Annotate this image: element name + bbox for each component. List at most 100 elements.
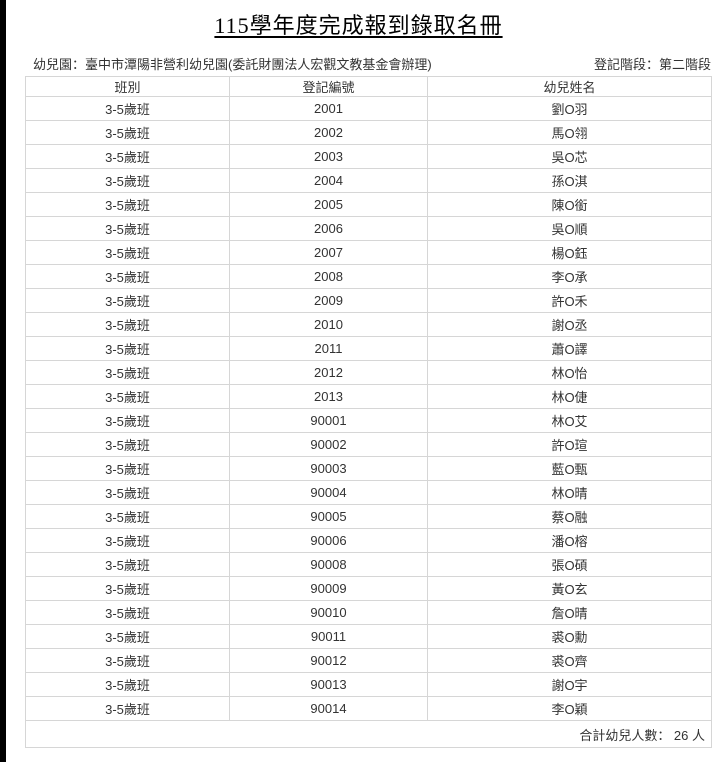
class-cell: 3-5歲班: [25, 552, 230, 577]
registration-number-cell: 90008: [229, 552, 428, 577]
registration-number-cell: 2002: [229, 120, 428, 145]
registration-number-cell: 2013: [229, 384, 428, 409]
registration-number-cell: 90011: [229, 624, 428, 649]
table-row: 3-5歲班 90006 潘O榕: [25, 528, 712, 553]
table-row: 3-5歲班 90003 藍O甄: [25, 456, 712, 481]
registration-number-cell: 90012: [229, 648, 428, 673]
kindergarten-name: 幼兒園：臺中市潭陽非營利幼兒園(委託財團法人宏觀文教基金會辦理): [33, 57, 432, 72]
child-name-cell: 黃O玄: [427, 576, 712, 601]
registration-stage: 登記階段：第二階段: [593, 57, 711, 72]
registration-number-cell: 90005: [229, 504, 428, 529]
table-header-row: 班別 登記編號 幼兒姓名: [25, 76, 712, 97]
column-header-class: 班別: [25, 76, 230, 97]
window-edge: [0, 0, 6, 762]
class-cell: 3-5歲班: [25, 696, 230, 721]
table-row: 3-5歲班 2010 謝O丞: [25, 312, 712, 337]
class-cell: 3-5歲班: [25, 408, 230, 433]
table-row: 3-5歲班 90004 林O晴: [25, 480, 712, 505]
total-row: 合計幼兒人數： 26 人: [25, 720, 712, 748]
class-cell: 3-5歲班: [25, 672, 230, 697]
registration-number-cell: 2003: [229, 144, 428, 169]
column-header-child-name: 幼兒姓名: [427, 76, 712, 97]
child-name-cell: 林O艾: [427, 408, 712, 433]
class-cell: 3-5歲班: [25, 264, 230, 289]
child-name-cell: 謝O宇: [427, 672, 712, 697]
table-row: 3-5歲班 2001 劉O羽: [25, 96, 712, 121]
registration-number-cell: 90009: [229, 576, 428, 601]
registration-number-cell: 2001: [229, 96, 428, 121]
table-row: 3-5歲班 2003 吳O芯: [25, 144, 712, 169]
page-title: 115學年度完成報到錄取名冊: [214, 13, 503, 38]
total-count: 合計幼兒人數： 26 人: [25, 720, 712, 748]
class-cell: 3-5歲班: [25, 504, 230, 529]
table-row: 3-5歲班 90001 林O艾: [25, 408, 712, 433]
table-row: 3-5歲班 2011 蕭O譯: [25, 336, 712, 361]
class-cell: 3-5歲班: [25, 576, 230, 601]
registration-number-cell: 2006: [229, 216, 428, 241]
registration-number-cell: 2009: [229, 288, 428, 313]
child-name-cell: 謝O丞: [427, 312, 712, 337]
class-cell: 3-5歲班: [25, 336, 230, 361]
registration-number-cell: 90003: [229, 456, 428, 481]
table-row: 3-5歲班 90008 張O碩: [25, 552, 712, 577]
registration-number-cell: 2008: [229, 264, 428, 289]
class-cell: 3-5歲班: [25, 144, 230, 169]
registration-number-cell: 2007: [229, 240, 428, 265]
table-row: 3-5歲班 90010 詹O晴: [25, 600, 712, 625]
registration-number-cell: 90014: [229, 696, 428, 721]
registration-number-cell: 2004: [229, 168, 428, 193]
table-row: 3-5歲班 90014 李O穎: [25, 696, 712, 721]
child-name-cell: 藍O甄: [427, 456, 712, 481]
table-row: 3-5歲班 2013 林O倢: [25, 384, 712, 409]
child-name-cell: 吳O順: [427, 216, 712, 241]
class-cell: 3-5歲班: [25, 600, 230, 625]
child-name-cell: 裘O齊: [427, 648, 712, 673]
child-name-cell: 陳O銜: [427, 192, 712, 217]
table-row: 3-5歲班 2007 楊O鈺: [25, 240, 712, 265]
registration-number-cell: 90002: [229, 432, 428, 457]
class-cell: 3-5歲班: [25, 96, 230, 121]
child-name-cell: 林O怡: [427, 360, 712, 385]
table-row: 3-5歲班 90005 蔡O融: [25, 504, 712, 529]
class-cell: 3-5歲班: [25, 624, 230, 649]
class-cell: 3-5歲班: [25, 216, 230, 241]
child-name-cell: 李O穎: [427, 696, 712, 721]
table-row: 3-5歲班 90012 裘O齊: [25, 648, 712, 673]
table-row: 3-5歲班 2008 李O承: [25, 264, 712, 289]
child-name-cell: 蕭O譯: [427, 336, 712, 361]
child-name-cell: 李O承: [427, 264, 712, 289]
table-row: 3-5歲班 2004 孫O淇: [25, 168, 712, 193]
child-name-cell: 孫O淇: [427, 168, 712, 193]
table-row: 3-5歲班 2006 吳O順: [25, 216, 712, 241]
class-cell: 3-5歲班: [25, 312, 230, 337]
enrollment-table: 班別 登記編號 幼兒姓名 3-5歲班 2001 劉O羽 3-5歲班 2002 馬O翎 3-5…: [25, 76, 712, 748]
registration-number-cell: 90013: [229, 672, 428, 697]
child-name-cell: 蔡O融: [427, 504, 712, 529]
class-cell: 3-5歲班: [25, 432, 230, 457]
child-name-cell: 裘O勳: [427, 624, 712, 649]
class-cell: 3-5歲班: [25, 288, 230, 313]
table-row: 3-5歲班 2002 馬O翎: [25, 120, 712, 145]
child-name-cell: 馬O翎: [427, 120, 712, 145]
child-name-cell: 吳O芯: [427, 144, 712, 169]
class-cell: 3-5歲班: [25, 480, 230, 505]
table-row: 3-5歲班 90011 裘O勳: [25, 624, 712, 649]
class-cell: 3-5歲班: [25, 192, 230, 217]
child-name-cell: 林O晴: [427, 480, 712, 505]
table-row: 3-5歲班 90009 黃O玄: [25, 576, 712, 601]
registration-number-cell: 2010: [229, 312, 428, 337]
registration-number-cell: 2011: [229, 336, 428, 361]
table-row: 3-5歲班 2009 許O禾: [25, 288, 712, 313]
child-name-cell: 劉O羽: [427, 96, 712, 121]
class-cell: 3-5歲班: [25, 240, 230, 265]
child-name-cell: 許O禾: [427, 288, 712, 313]
class-cell: 3-5歲班: [25, 120, 230, 145]
child-name-cell: 張O碩: [427, 552, 712, 577]
registration-number-cell: 2012: [229, 360, 428, 385]
class-cell: 3-5歲班: [25, 648, 230, 673]
class-cell: 3-5歲班: [25, 360, 230, 385]
column-header-registration-number: 登記編號: [229, 76, 428, 97]
table-row: 3-5歲班 2005 陳O銜: [25, 192, 712, 217]
class-cell: 3-5歲班: [25, 168, 230, 193]
child-name-cell: 楊O鈺: [427, 240, 712, 265]
